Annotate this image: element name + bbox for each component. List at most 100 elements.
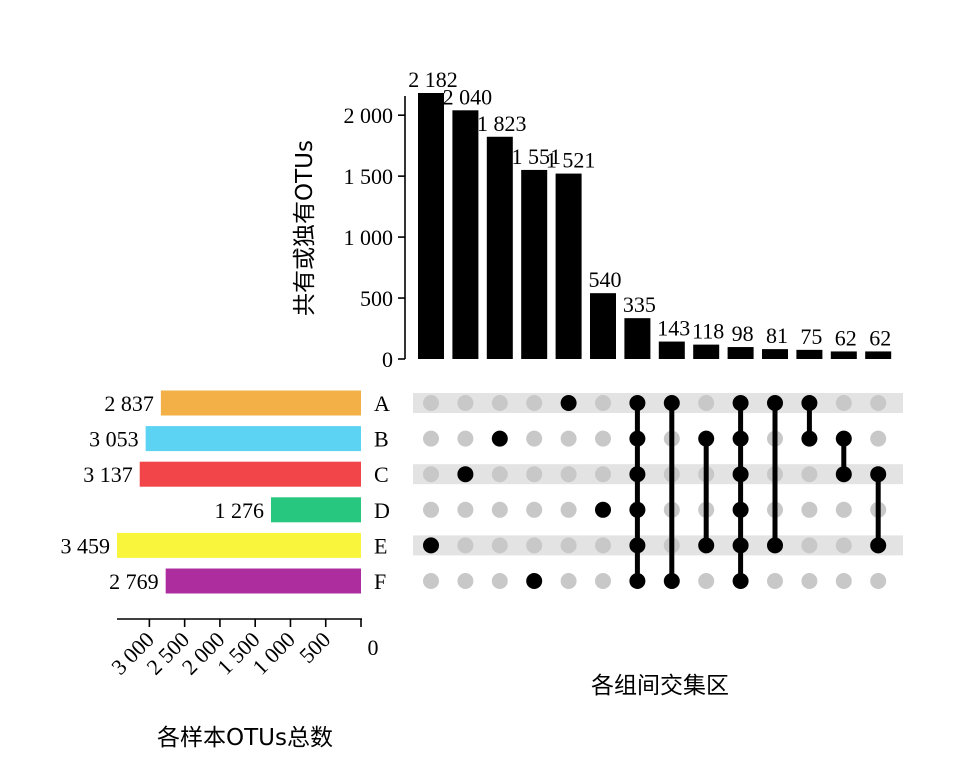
matrix-dot-12-A [801, 395, 818, 411]
intersection-y-axis: 0 500 1 000 1 500 2 000 [344, 96, 406, 372]
matrix-dot-3-A [491, 395, 508, 411]
set-name-C: C [374, 462, 389, 487]
matrix-dot-12-C [801, 466, 818, 483]
set-name-D: D [374, 498, 390, 523]
matrix-dot-7-D [629, 501, 646, 518]
set-axis-tick-label-0: 0 [368, 635, 379, 660]
matrix-dot-6-B [595, 430, 611, 447]
matrix-dot-9-B [698, 430, 715, 447]
intersection-bar-5 [555, 173, 582, 359]
matrix-dot-1-D [423, 501, 439, 518]
intersection-bar-4 [521, 169, 548, 359]
matrix-dot-13-E [835, 537, 852, 554]
intersection-bar-8 [658, 341, 685, 359]
matrix-dot-7-B [629, 430, 646, 447]
set-name-A: A [374, 391, 390, 416]
intersection-bar-label-4: 1 551 [511, 144, 561, 169]
intersection-bar-11 [762, 349, 788, 359]
matrix-dot-12-F [801, 573, 818, 589]
matrix-dot-2-F [457, 573, 474, 589]
matrix-dot-12-E [801, 537, 818, 554]
intersection-bar-label-10: 98 [732, 321, 754, 346]
matrix-dot-14-A [870, 395, 887, 411]
matrix-dot-8-F [663, 573, 680, 589]
set-size-axis-label: 各样本OTUs总数 [157, 725, 333, 751]
set-bar-C [139, 461, 361, 487]
y-tick-label-500: 500 [360, 286, 393, 311]
matrix-dot-4-A [526, 395, 543, 411]
matrix-dot-14-C [870, 466, 887, 483]
matrix-dot-12-B [801, 430, 818, 447]
matrix-dot-5-B [560, 430, 577, 447]
intersection-bar-label-11: 81 [766, 323, 788, 348]
intersection-bar-2 [452, 110, 479, 359]
intersection-bar-10 [727, 347, 754, 359]
intersection-y-axis-label: 共有或独有OTUs [292, 140, 318, 316]
intersection-bar-12 [796, 349, 823, 359]
intersection-bar-label-9: 118 [692, 319, 724, 344]
matrix-dot-4-F [526, 573, 543, 589]
set-bar-F [165, 568, 361, 594]
matrix-row-shades [413, 393, 903, 556]
matrix-dot-1-B [423, 430, 439, 447]
set-name-E: E [374, 533, 387, 558]
set-bar-B [145, 426, 361, 452]
set-bar-E [117, 532, 361, 558]
intersection-bar-label-6: 540 [589, 267, 622, 292]
intersection-matrix [423, 395, 887, 589]
intersection-bar-14 [865, 351, 892, 359]
set-bar-D [270, 497, 361, 523]
matrix-dot-11-E [767, 537, 783, 554]
intersection-bar-label-8: 143 [657, 316, 690, 341]
intersection-bar-label-12: 75 [800, 324, 822, 349]
set-size-label-A: 2 837 [104, 391, 154, 416]
set-size-bars: 2 837 A 3 053 B 3 137 C 1 276 D 3 459 E 2 769 F [61, 390, 390, 594]
matrix-dot-13-A [835, 395, 852, 411]
matrix-dot-2-A [457, 395, 474, 411]
intersection-bar-9 [693, 344, 720, 359]
y-tick-label-2000: 2 000 [344, 103, 394, 128]
matrix-dot-4-C [526, 466, 543, 483]
set-size-label-D: 1 276 [214, 498, 264, 523]
matrix-dot-10-C [732, 466, 749, 483]
matrix-dot-11-A [767, 395, 783, 411]
set-size-label-E: 3 459 [61, 533, 111, 558]
matrix-dot-7-C [629, 466, 646, 483]
matrix-dot-7-A [629, 395, 646, 411]
intersection-bar-label-13: 62 [835, 325, 857, 350]
intersection-x-axis-label: 各组间交集区 [591, 673, 729, 699]
matrix-dot-13-D [835, 501, 852, 518]
matrix-dot-5-F [560, 573, 577, 589]
matrix-dot-5-C [560, 466, 577, 483]
y-tick-label-1000: 1 000 [344, 225, 394, 250]
matrix-dot-6-E [595, 537, 611, 554]
matrix-dot-10-E [732, 537, 749, 554]
matrix-dot-4-E [526, 537, 543, 554]
intersection-bar-3 [486, 136, 513, 359]
intersection-bar-13 [830, 351, 857, 359]
matrix-dot-3-C [491, 466, 508, 483]
matrix-dot-10-A [732, 395, 749, 411]
matrix-dot-13-B [835, 430, 852, 447]
set-axis-tick-label-1000: 1 000 [247, 627, 300, 680]
matrix-dot-9-E [698, 537, 715, 554]
matrix-dot-1-C [423, 466, 439, 483]
set-name-B: B [374, 427, 389, 452]
matrix-dot-12-D [801, 501, 818, 518]
intersection-bar-label-3: 1 823 [477, 111, 527, 136]
matrix-dot-2-C [457, 466, 474, 483]
matrix-dot-6-C [595, 466, 611, 483]
intersection-bar-label-2: 2 040 [443, 84, 493, 109]
matrix-dot-14-E [870, 537, 887, 554]
matrix-dot-2-B [457, 430, 474, 447]
matrix-dot-2-E [457, 537, 474, 554]
set-bar-A [160, 390, 361, 416]
intersection-bar-label-1: 2 182 [408, 67, 458, 92]
matrix-dot-10-B [732, 430, 749, 447]
matrix-dot-14-F [870, 573, 887, 589]
set-size-label-C: 3 137 [83, 462, 133, 487]
matrix-dot-3-B [491, 430, 508, 447]
